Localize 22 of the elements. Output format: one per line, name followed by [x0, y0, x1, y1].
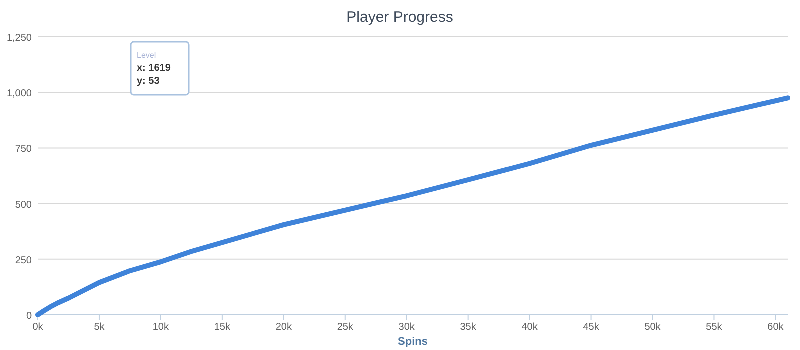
x-tick-label: 5k	[94, 322, 106, 333]
x-tick-label: 10k	[152, 322, 170, 333]
x-tick-label: 35k	[460, 322, 478, 333]
y-tick-label: 1,000	[6, 88, 32, 100]
x-tick-label: 45k	[583, 322, 600, 333]
x-tick-label: 15k	[214, 322, 232, 333]
x-tick-label: 55k	[706, 322, 724, 333]
x-tick-label: 30k	[398, 322, 416, 333]
y-tick-label: 0	[26, 311, 32, 322]
y-tick-label: 500	[15, 200, 32, 211]
x-tick-label: 0k	[32, 322, 44, 333]
y-tick-label: 250	[15, 255, 32, 266]
x-tick-label: 25k	[337, 322, 354, 333]
x-tick-label: 50k	[644, 322, 662, 333]
y-tick-label: 1,250	[6, 33, 32, 44]
x-tick-label: 60k	[768, 322, 785, 333]
y-tick-label: 750	[15, 144, 32, 156]
x-axis-title: Spins	[398, 336, 428, 348]
x-tick-label: 20k	[276, 322, 293, 333]
x-tick-label: 40k	[522, 322, 539, 333]
chart-title: Player Progress	[346, 9, 454, 26]
annotation: Level x: 1619 y: 53	[137, 51, 172, 87]
